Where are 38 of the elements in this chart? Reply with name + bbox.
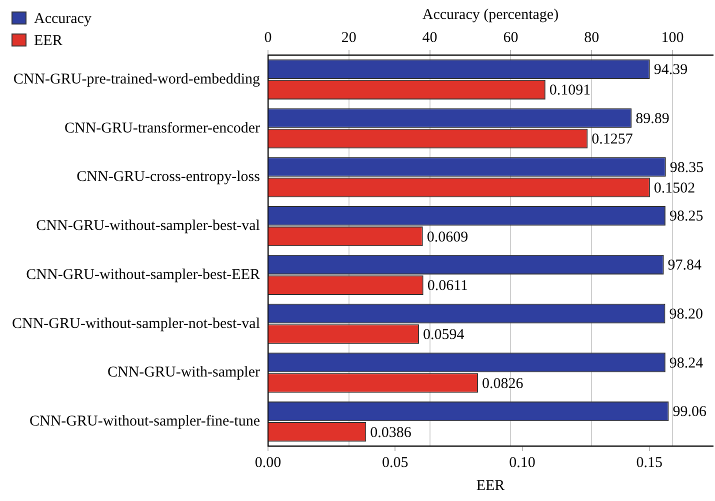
x2-tick-label: 20 [341,30,356,46]
data-label: 94.39 [654,62,688,78]
data-label: 0.0386 [370,424,412,441]
y-tick-label: CNN-GRU-pre-trained-word-embedding [13,71,260,88]
x2-tick-label: 0 [264,30,272,46]
y-tick-label: CNN-GRU-with-sampler [108,364,260,381]
x2-tick-label: 80 [584,30,600,46]
x-tick-label: 0.15 [636,454,663,471]
y-tick-label: CNN-GRU-without-sampler-fine-tune [30,414,260,430]
x-tick-label: 0.10 [509,454,536,471]
x-tick-label: 0.05 [382,454,408,471]
data-label: 0.0594 [423,327,465,344]
x-tick-label: 0.00 [254,454,282,471]
legend-label: EER [34,32,62,49]
x2-tick-label: 40 [422,30,438,46]
y-tick-label: CNN-GRU-without-sampler-not-best-val [12,316,260,332]
x2-tick-label: 100 [661,30,684,46]
data-label: 97.84 [668,258,702,274]
data-label: 98.24 [669,355,704,372]
data-label: 0.0609 [426,229,468,246]
x2-axis-title: Accuracy (percentage) [422,6,559,23]
y-tick-label: CNN-GRU-transformer-encoder [64,120,260,136]
data-label: 0.1257 [592,132,634,148]
data-label: 98.35 [670,160,704,176]
x2-tick-label: 60 [503,30,518,46]
x-axis-title: EER [476,478,505,494]
data-label: 99.06 [672,404,707,420]
data-label: 89.89 [636,110,670,127]
data-label: 0.0611 [427,278,468,294]
data-label: 0.1091 [549,82,591,99]
data-label: 0.0826 [482,376,524,392]
data-label: 98.25 [669,208,704,225]
data-label: 0.1502 [654,180,696,196]
y-tick-label: CNN-GRU-without-sampler-best-EER [26,266,260,283]
data-label: 98.20 [669,306,704,322]
y-tick-label: CNN-GRU-cross-entropy-loss [76,169,260,186]
y-tick-label: CNN-GRU-without-sampler-best-val [36,218,260,234]
legend-label: Accuracy [34,10,92,27]
